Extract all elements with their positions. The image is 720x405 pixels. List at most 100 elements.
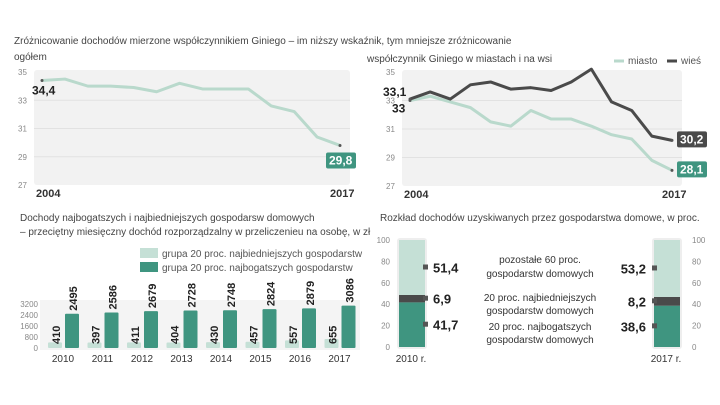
label-last: 29,8 <box>329 153 353 167</box>
y-tick-label: 33 <box>386 97 395 106</box>
plot-bg-1 <box>402 70 682 186</box>
x-tick-label: 2004 <box>404 189 429 201</box>
marker <box>652 265 657 271</box>
marker <box>652 298 657 304</box>
data-point <box>40 78 44 82</box>
y-tick-label-right: 0 <box>692 343 697 352</box>
y-tick-label: 29 <box>18 153 27 162</box>
y-tick-label: 27 <box>18 181 27 190</box>
y-tick-label: 31 <box>18 125 27 134</box>
y-tick-label-right: 60 <box>692 279 701 288</box>
x-tick-label: 2017 r. <box>651 354 682 365</box>
y-tick-label-left: 100 <box>377 236 391 245</box>
bar-2017-1 <box>341 305 356 348</box>
chart1-title: Zróżnicowanie dochodów mierzone współczy… <box>14 36 512 47</box>
y-tick-label-right: 80 <box>692 257 701 266</box>
x-tick-label: 2004 <box>36 188 61 200</box>
y-tick-label: 3200 <box>20 300 38 309</box>
x-tick-label: 2014 <box>210 354 233 365</box>
bar-2014-0 <box>206 342 220 348</box>
series-line-wieś <box>409 67 673 142</box>
bar-value-label: 2495 <box>68 286 80 310</box>
segment-description: gospodarstw domowych <box>486 335 593 346</box>
data-point <box>670 168 674 172</box>
data-point <box>408 97 412 101</box>
x-tick-label: 2010 r. <box>396 354 427 365</box>
label-last-box <box>326 152 356 169</box>
bar-2016-1 <box>302 308 316 348</box>
bar-value-label: 2748 <box>226 283 238 307</box>
chart2-title: współczynnik Giniego w miastach i na wsi <box>367 54 553 65</box>
y-tick-label: 35 <box>386 68 395 77</box>
bar-value-label: 2824 <box>266 281 278 306</box>
segment-description: gospodarstw domowych <box>486 269 593 280</box>
legend-label: grupa 20 proc. najbiedniejszych gospodar… <box>162 249 363 260</box>
label-first-miasto: 33 <box>392 102 406 116</box>
y-tick-label: 800 <box>25 333 39 342</box>
bar-value-label: 410 <box>51 326 63 344</box>
label-last-wies-box <box>677 131 707 148</box>
y-tick-label-left: 40 <box>381 300 390 309</box>
segment-description: pozostałe 60 proc. <box>499 255 581 266</box>
segment-label: 38,6 <box>621 319 646 334</box>
label-first: 34,4 <box>32 83 56 97</box>
segment-label: 8,2 <box>628 294 646 309</box>
stack-segment-2010 r.-0 <box>399 302 425 347</box>
data-point <box>338 143 342 147</box>
y-tick-label: 33 <box>18 96 27 105</box>
bar-value-label: 2728 <box>187 283 199 307</box>
y-tick-label-left: 20 <box>381 322 390 331</box>
bar-value-label: 2679 <box>147 284 159 308</box>
bar-2010-0 <box>48 342 62 348</box>
y-tick-label: 2400 <box>20 311 38 320</box>
y-tick-label-left: 80 <box>381 257 390 266</box>
segment-description: 20 proc. najbogatszych <box>489 322 592 333</box>
series-line-miasto <box>409 94 673 172</box>
chart3-subtitle: – przeciętny miesięczny dochód rozporząd… <box>20 227 371 238</box>
legend-swatch <box>140 248 158 258</box>
bar-value-label: 411 <box>130 326 142 344</box>
y-tick-label: 0 <box>34 344 39 353</box>
bar-2016-0 <box>285 340 299 348</box>
bar-2017-0 <box>324 338 339 348</box>
bar-value-label: 404 <box>170 325 182 344</box>
bar-2015-1 <box>262 309 277 348</box>
series-line-ogolem <box>41 77 341 147</box>
x-tick-label: 2016 <box>289 354 312 365</box>
chart3-title: Dochody najbogatszych i najbiedniejszych… <box>20 213 315 224</box>
bar-value-label: 397 <box>91 326 103 344</box>
bar-2010-1 <box>65 313 79 348</box>
bar-2013-1 <box>183 310 198 348</box>
marker <box>423 321 428 327</box>
y-tick-label: 29 <box>386 154 395 163</box>
x-tick-label: 2013 <box>170 354 193 365</box>
stack-segment-2017 r.-0 <box>654 305 680 347</box>
y-tick-label-right: 100 <box>692 236 706 245</box>
x-tick-label: 2017 <box>330 188 354 200</box>
bar-value-label: 2879 <box>305 281 317 305</box>
segment-label: 6,9 <box>433 292 451 307</box>
y-tick-label-right: 20 <box>692 322 701 331</box>
x-tick-label: 2011 <box>92 354 114 365</box>
x-tick-label: 2017 <box>328 354 351 365</box>
stack-segment-2010 r.-1 <box>399 294 425 303</box>
bar-2011-0 <box>87 342 102 348</box>
bar-value-label: 557 <box>288 326 300 344</box>
y-tick-label: 35 <box>18 68 27 77</box>
bar-value-label: 2586 <box>108 285 120 309</box>
y-tick-label-left: 0 <box>386 343 391 352</box>
x-tick-label: 2012 <box>131 354 154 365</box>
marker <box>652 323 657 329</box>
label-last-miasto-box <box>677 161 707 178</box>
data-point <box>670 138 674 142</box>
legend-label-miasto: miasto <box>628 56 658 67</box>
stack-segment-2010 r.-2 <box>399 240 425 295</box>
segment-label: 41,7 <box>433 318 458 333</box>
chart4-title: Rozkład dochodów uzyskiwanych przez gosp… <box>380 213 700 224</box>
y-tick-label: 1600 <box>20 322 38 331</box>
label-first-wies: 33,1 <box>383 85 407 99</box>
bar-2012-0 <box>127 342 141 348</box>
bar-2013-0 <box>166 342 181 348</box>
bar-2012-1 <box>144 311 158 348</box>
